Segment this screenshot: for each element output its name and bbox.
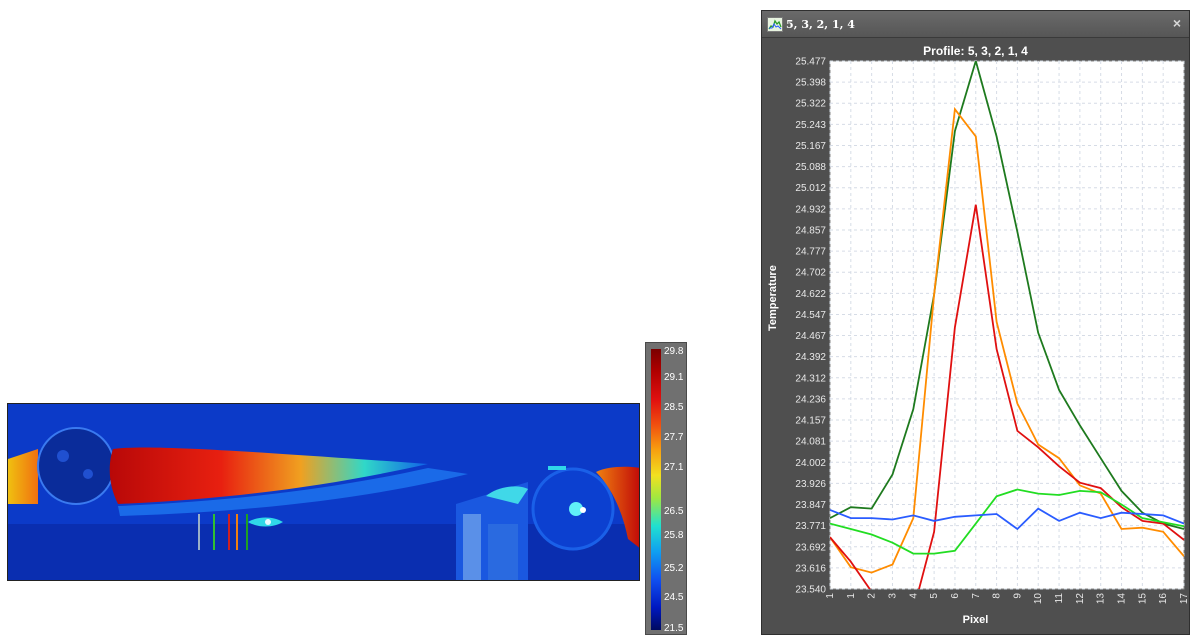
y-tick-label: 24.392 xyxy=(795,352,826,363)
y-tick-label: 23.926 xyxy=(795,479,826,490)
x-axis-label: Pixel xyxy=(962,614,989,626)
scale-label: 29.1 xyxy=(664,372,684,383)
y-tick-label: 24.236 xyxy=(795,394,826,405)
series-line xyxy=(830,204,1184,589)
y-tick-label: 25.477 xyxy=(795,57,826,68)
window-titlebar[interactable]: 5, 3, 2, 1, 4 × xyxy=(762,11,1189,38)
scale-label: 29.8 xyxy=(664,346,684,357)
y-tick-label: 24.081 xyxy=(795,437,826,448)
y-tick-label: 24.857 xyxy=(795,225,826,236)
x-tick-label: 8 xyxy=(992,593,1003,599)
y-tick-label: 25.398 xyxy=(795,78,826,89)
chart-icon xyxy=(767,17,783,32)
left-ball xyxy=(37,427,115,505)
scale-label: 21.5 xyxy=(664,623,684,634)
x-tick-label: 13 xyxy=(1096,593,1107,605)
chart-title: Profile: 5, 3, 2, 1, 4 xyxy=(923,44,1028,58)
scale-label: 28.5 xyxy=(664,402,684,413)
scale-label: 27.7 xyxy=(664,432,684,443)
series-line xyxy=(830,106,1184,574)
y-tick-label: 24.157 xyxy=(795,416,826,427)
x-tick-label: 5 xyxy=(929,593,940,599)
y-tick-label: 24.002 xyxy=(795,458,826,469)
y-tick-label: 25.012 xyxy=(795,183,826,194)
x-tick-label: 12 xyxy=(1075,593,1086,605)
y-tick-label: 23.847 xyxy=(795,500,826,511)
x-tick-label: 2 xyxy=(867,593,878,599)
series-line xyxy=(830,507,1184,531)
series-line xyxy=(830,61,1184,530)
y-tick-label: 24.932 xyxy=(795,204,826,215)
y-tick-label: 23.692 xyxy=(795,542,826,553)
profile-chart[interactable]: 25.477 25.398 25.322 25.243 25.167 25.088 25.0… xyxy=(762,11,1189,634)
y-tick-label: 24.702 xyxy=(795,268,826,279)
y-tick-label: 24.467 xyxy=(795,331,826,342)
y-tick-label: 24.777 xyxy=(795,247,826,258)
plot-area xyxy=(829,60,1185,590)
x-tick-label: 7 xyxy=(971,593,982,599)
y-tick-label: 24.547 xyxy=(795,310,826,321)
hot-band xyxy=(109,447,428,504)
y-tick-label: 24.312 xyxy=(795,373,826,384)
scale-label: 25.2 xyxy=(664,563,684,574)
thermal-image[interactable] xyxy=(7,403,640,581)
color-scale: 29.8 29.1 28.5 27.7 27.1 26.5 25.8 25.2 … xyxy=(645,342,687,635)
scale-label: 24.5 xyxy=(664,592,684,603)
close-icon[interactable]: × xyxy=(1172,15,1181,31)
x-tick-label: 3 xyxy=(887,593,898,599)
thermal-image-canvas xyxy=(8,404,639,580)
x-tick-label: 16 xyxy=(1158,593,1169,605)
scale-label: 27.1 xyxy=(664,462,684,473)
x-tick-label: 14 xyxy=(1117,593,1128,605)
x-tick-label: 1 xyxy=(846,593,857,599)
y-tick-label: 25.322 xyxy=(795,99,826,110)
y-tick-label: 25.088 xyxy=(795,162,826,173)
series-line xyxy=(830,488,1184,555)
y-tick-label: 25.167 xyxy=(795,141,826,152)
x-tick-label: 10 xyxy=(1033,593,1044,605)
y-tick-label: 23.771 xyxy=(795,521,826,532)
profile-window[interactable]: 5, 3, 2, 1, 4 × Profile: 5, 3, 2, 1, 4 T… xyxy=(761,10,1190,635)
x-tick-label: 15 xyxy=(1137,593,1148,605)
y-tick-label: 23.540 xyxy=(795,585,826,596)
y-tick-label: 25.243 xyxy=(795,120,826,131)
x-tick-label: 4 xyxy=(908,593,919,599)
window-title: 5, 3, 2, 1, 4 xyxy=(786,18,855,31)
x-tick-label: 17 xyxy=(1179,593,1189,605)
x-tick-label: 6 xyxy=(950,593,961,599)
scale-label: 25.8 xyxy=(664,530,684,541)
x-tick-label: 11 xyxy=(1054,593,1065,604)
color-scale-gradient xyxy=(651,349,661,630)
y-tick-label: 23.616 xyxy=(795,563,826,574)
scale-label: 26.5 xyxy=(664,506,684,517)
left-hot-edge xyxy=(8,449,38,504)
y-tick-label: 24.622 xyxy=(795,289,826,300)
x-tick-label: 1 xyxy=(825,593,836,599)
right-hot-edge xyxy=(596,466,639,548)
x-tick-label: 9 xyxy=(1012,593,1023,599)
